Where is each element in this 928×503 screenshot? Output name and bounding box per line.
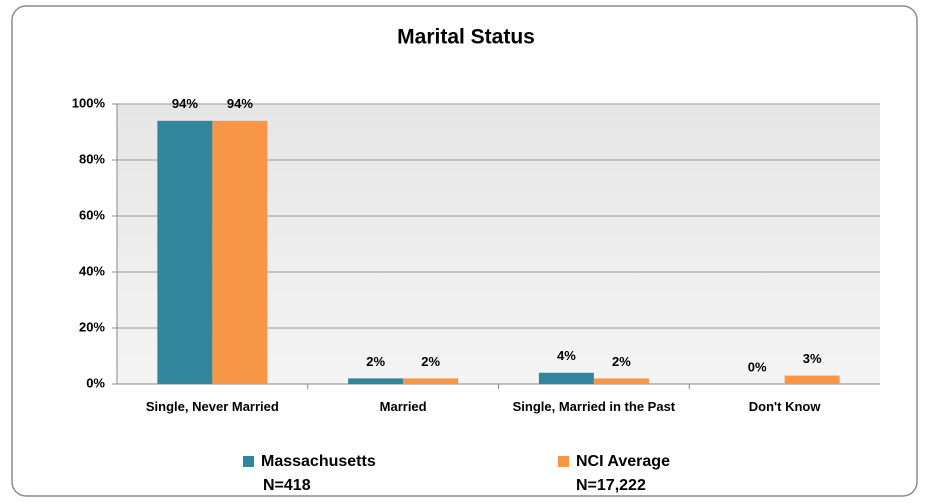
bar — [348, 378, 404, 384]
bar — [403, 378, 459, 384]
legend-label: NCI Average — [576, 453, 670, 470]
legend-swatch — [243, 456, 254, 467]
y-tick-label: 40% — [79, 263, 105, 278]
y-tick-label: 100% — [72, 95, 106, 110]
x-tick-label: Single, Never Married — [145, 399, 279, 414]
x-tick-label: Single, Married in the Past — [512, 399, 676, 414]
chart-title: Marital Status — [397, 26, 535, 49]
data-label: 0% — [748, 359, 767, 374]
data-label: 94% — [172, 96, 198, 111]
bar — [784, 375, 840, 384]
data-label: 94% — [227, 96, 253, 111]
bar — [157, 120, 213, 385]
legend-note: N=418 — [263, 477, 311, 494]
bar — [538, 372, 594, 384]
data-label: 2% — [421, 354, 440, 369]
y-tick-label: 20% — [79, 319, 105, 334]
y-tick-label: 80% — [79, 151, 105, 166]
data-label: 2% — [612, 354, 631, 369]
bar — [212, 120, 268, 385]
y-tick-label: 60% — [79, 207, 105, 222]
data-label: 2% — [366, 354, 385, 369]
data-label: 4% — [557, 348, 576, 363]
legend-label: Massachusetts — [261, 453, 376, 470]
x-tick-label: Married — [379, 399, 427, 414]
x-tick-label: Don't Know — [748, 399, 821, 414]
legend-swatch — [558, 456, 569, 467]
data-label: 3% — [803, 351, 822, 366]
y-tick-label: 0% — [86, 375, 105, 390]
bar — [593, 378, 649, 384]
legend-note: N=17,222 — [576, 477, 646, 494]
